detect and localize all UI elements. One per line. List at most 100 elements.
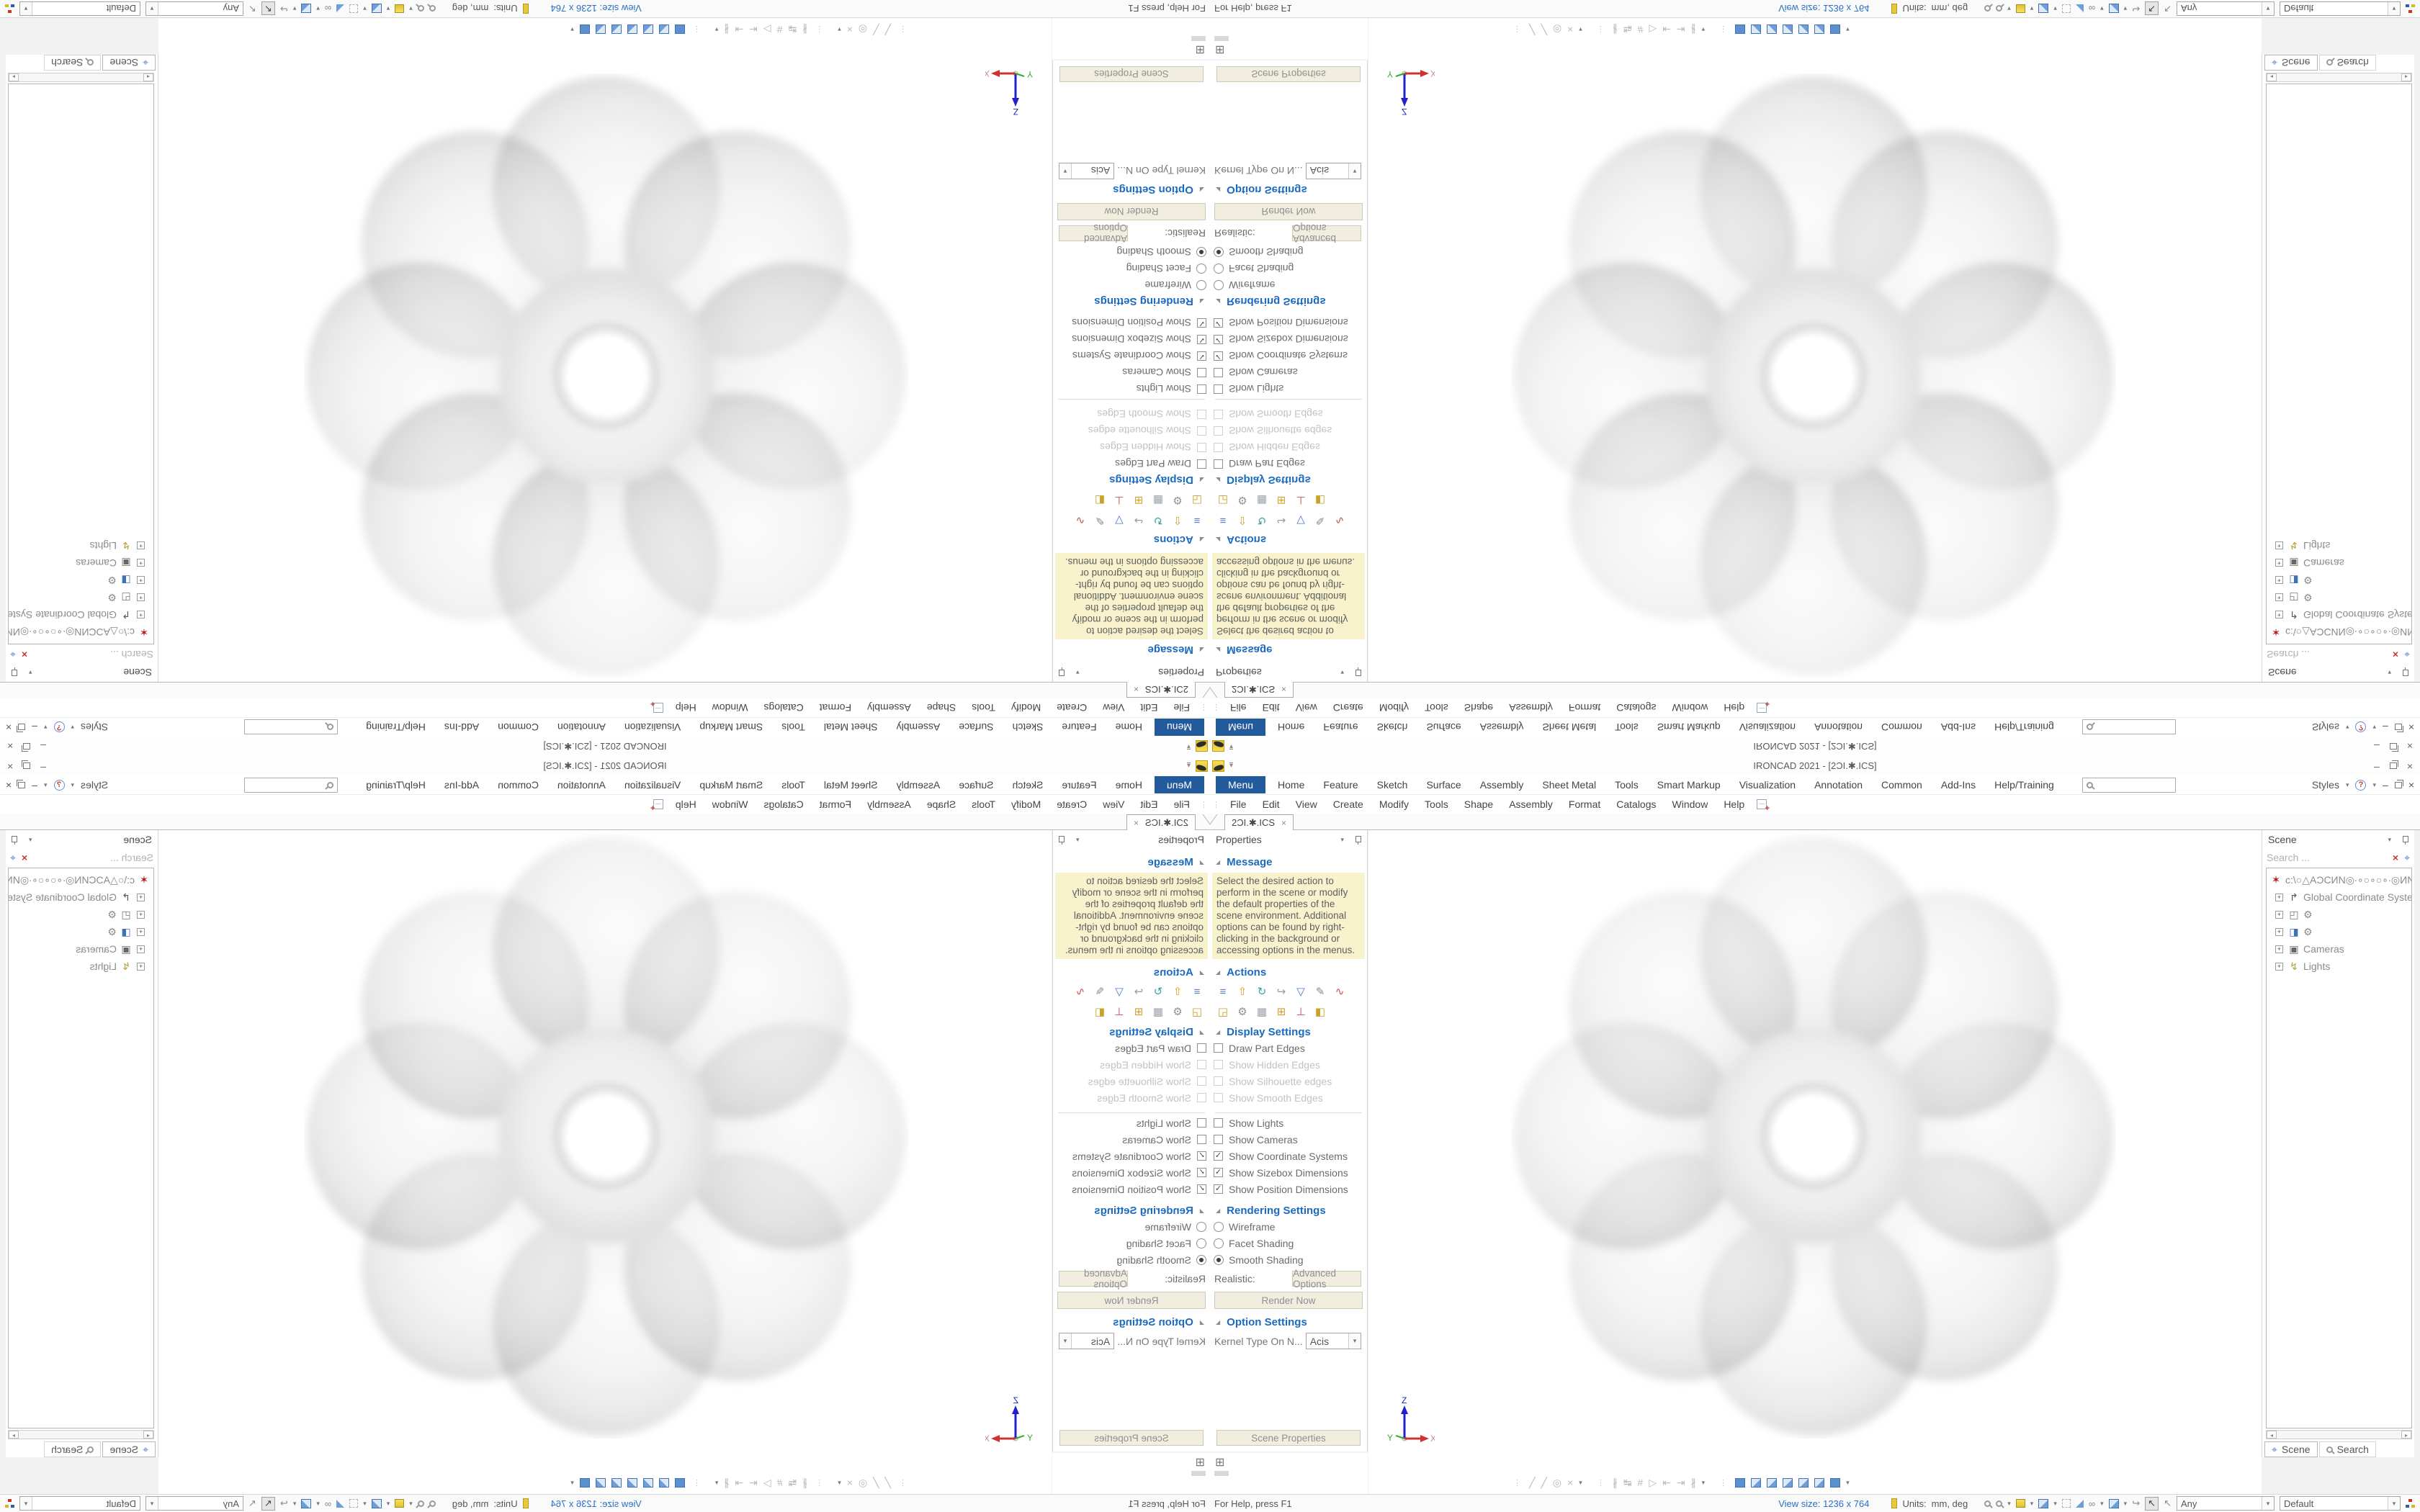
ribbon-tab-surface[interactable]: Surface — [1426, 721, 1461, 733]
camera-view-icon[interactable]: ◲ — [1191, 1006, 1203, 1018]
redo-view-icon[interactable]: ↪ — [279, 4, 288, 14]
menu-catalogs[interactable]: Catalogs — [763, 702, 804, 714]
selection-filter-dropdown[interactable]: Any ▾ — [2177, 1, 2275, 16]
scene-tree-root[interactable]: ✶ c:\○△AƆCИN◎∙∘○∘○∘∙◎ИN — [8, 624, 153, 641]
checkbox-show-sizebox-dimensions[interactable]: ✓ Show Sizebox Dimensions — [1214, 1166, 1348, 1179]
scroll-left-icon[interactable]: ◂ — [143, 73, 153, 81]
menu-file[interactable]: File — [1230, 702, 1247, 714]
zoom-icon[interactable] — [429, 1500, 436, 1507]
child-minimize-button[interactable]: – — [32, 721, 37, 733]
search-tab[interactable]: Search — [44, 55, 102, 71]
close-button[interactable]: × — [7, 760, 14, 772]
glasses-caret-icon[interactable]: ▾ — [2100, 1499, 2104, 1507]
curve-graph-icon[interactable]: ∿ — [1335, 986, 1345, 998]
select-tool-icon[interactable]: ↖ — [261, 1, 275, 16]
tree-item-global-coordinate-system[interactable]: + ↱ Global Coordinate System — [2267, 888, 2411, 906]
minimize-button[interactable]: – — [40, 740, 46, 752]
ribbon-tab-surface[interactable]: Surface — [959, 721, 994, 733]
menu-view[interactable]: View — [1295, 798, 1317, 810]
ribbon-tab-menu[interactable]: Menu — [1154, 719, 1204, 736]
configuration-dropdown[interactable]: Default ▾ — [19, 1, 140, 16]
menu-edit[interactable]: Edit — [1140, 702, 1158, 714]
checkbox-box[interactable] — [1214, 1135, 1223, 1144]
ribbon-tab-home[interactable]: Home — [1115, 779, 1142, 791]
menu-create[interactable]: Create — [1332, 702, 1363, 714]
curve-graph-icon[interactable]: ∿ — [1335, 514, 1345, 526]
scene-tree-root[interactable]: ✶ c:\○△AƆCИN◎∙∘○∘○∘∙◎ИN — [2267, 624, 2412, 641]
scene-tree-hscrollbar[interactable]: ◂ ▸ — [2266, 1430, 2412, 1439]
anchor-tool-icon[interactable] — [349, 4, 359, 13]
line-tool-icon[interactable]: ╱ — [1529, 1476, 1536, 1488]
menu-tools[interactable]: Tools — [1425, 702, 1448, 714]
docked-panel-grip[interactable] — [1214, 36, 1229, 41]
expander-icon[interactable]: + — [2275, 945, 2283, 953]
line-tool-icon[interactable]: ╱ — [884, 24, 891, 36]
expander-icon[interactable]: + — [137, 593, 145, 602]
expander-icon[interactable]: + — [2275, 559, 2283, 567]
expander-icon[interactable]: + — [2275, 611, 2283, 619]
checkbox-box-checked[interactable]: ✓ — [1214, 1168, 1223, 1177]
properties-panel-caret-icon[interactable]: ▾ — [1076, 669, 1080, 677]
ribbon-tab-annotation[interactable]: Annotation — [557, 779, 606, 791]
settings-gears-icon[interactable]: ⚙ — [1237, 494, 1247, 506]
render-now-button[interactable]: Render Now — [1214, 203, 1363, 220]
parallel-dim-icon[interactable]: ∦ — [1690, 24, 1696, 36]
segment-tool-icon[interactable]: ╱ — [873, 1476, 879, 1488]
docked-panel-grip[interactable] — [1214, 1471, 1229, 1476]
render-caret-icon[interactable]: ▾ — [2123, 5, 2128, 13]
menu-window[interactable]: Window — [712, 702, 748, 714]
part-block-icon[interactable]: ◧ — [1094, 494, 1106, 506]
extrude-shape-icon[interactable]: ⇧ — [1237, 986, 1247, 998]
find-filter-icon[interactable]: ⌖ — [2404, 649, 2410, 661]
checkbox-draw-part-edges[interactable]: Draw Part Edges — [1053, 1040, 1210, 1056]
sketch-edit-icon[interactable]: ✎ — [1315, 986, 1325, 998]
rendering-settings-header[interactable]: ◢ Rendering Settings — [1216, 1205, 1326, 1217]
checkbox-box-checked[interactable]: ✓ — [1214, 1151, 1223, 1161]
glasses-view-icon[interactable]: ∞ — [324, 3, 332, 14]
ribbon-tab-tools[interactable]: Tools — [781, 779, 805, 791]
scene-search-input[interactable]: Search ... — [2267, 852, 2310, 863]
checkbox-show-coordinate-systems[interactable]: ✓ Show Coordinate Systems — [1214, 1150, 1348, 1162]
glasses-view-icon[interactable]: ∞ — [2088, 1498, 2096, 1509]
scene-tree-root[interactable]: ✶ c:\○△AƆCИN◎∙∘○∘○∘∙◎ИN — [2267, 871, 2411, 888]
menu-drag-handle[interactable]: ⋮ — [1212, 703, 1219, 712]
angle-tool-icon[interactable]: ▷ — [1649, 1476, 1657, 1488]
configuration-dropdown[interactable]: Default ▾ — [2280, 1496, 2401, 1511]
new-document-icon[interactable]: + — [650, 799, 663, 813]
ribbon-tab-feature[interactable]: Feature — [1323, 721, 1358, 733]
properties-panel-caret-icon[interactable]: ▾ — [1076, 835, 1080, 843]
dropdown-caret-icon[interactable]: ▾ — [146, 2, 158, 15]
tree-item-global-coordinate-system[interactable]: + ↱ Global Coordinate System — [8, 606, 153, 624]
parallel-dim-icon[interactable]: ∦ — [724, 24, 730, 36]
ribbon-options-caret-icon[interactable]: ▾ — [2372, 780, 2377, 788]
checkbox-box-checked[interactable]: ✓ — [1197, 318, 1206, 328]
radio-circle[interactable] — [1214, 1238, 1224, 1248]
toolbar-drag-handle[interactable]: ⋮ — [1596, 1478, 1605, 1488]
child-minimize-button[interactable]: – — [32, 779, 37, 791]
glasses-caret-icon[interactable]: ▾ — [316, 1499, 320, 1507]
expander-icon[interactable]: + — [137, 559, 145, 567]
expander-icon[interactable]: + — [2275, 962, 2283, 971]
glasses-caret-icon[interactable]: ▾ — [316, 5, 320, 13]
blob-torus-model[interactable] — [1511, 834, 2116, 1439]
document-tab-close-icon[interactable]: × — [1281, 684, 1287, 695]
ribbon-tab-sketch[interactable]: Sketch — [1012, 721, 1044, 733]
scene-properties-button[interactable]: Scene Properties — [1216, 66, 1361, 82]
checkbox-show-position-dimensions[interactable]: ✓ Show Position Dimensions — [1214, 1183, 1348, 1195]
expander-icon[interactable]: + — [2275, 893, 2283, 901]
swap-constraint-icon[interactable]: ↹ — [1623, 24, 1632, 36]
help-icon[interactable]: ? — [53, 779, 65, 791]
select-add-tool-icon[interactable]: ↖ — [248, 4, 256, 14]
configurations-icon[interactable] — [4, 1499, 14, 1508]
ribbon-tab-common[interactable]: Common — [1881, 779, 1922, 791]
menu-help[interactable]: Help — [1724, 798, 1745, 810]
menu-format[interactable]: Format — [819, 702, 852, 714]
command-search-box[interactable] — [244, 777, 339, 793]
grid-icon[interactable]: # — [1637, 1477, 1644, 1488]
view-cube-icon[interactable] — [658, 1477, 669, 1488]
menu-shape[interactable]: Shape — [1464, 798, 1494, 810]
settings-gears-icon[interactable]: ⚙ — [1173, 494, 1183, 506]
assembly-boxes-icon[interactable]: ⊞ — [1134, 1006, 1144, 1018]
ribbon-tab-sketch[interactable]: Sketch — [1376, 721, 1408, 733]
radio-circle-selected[interactable] — [1214, 1254, 1224, 1265]
